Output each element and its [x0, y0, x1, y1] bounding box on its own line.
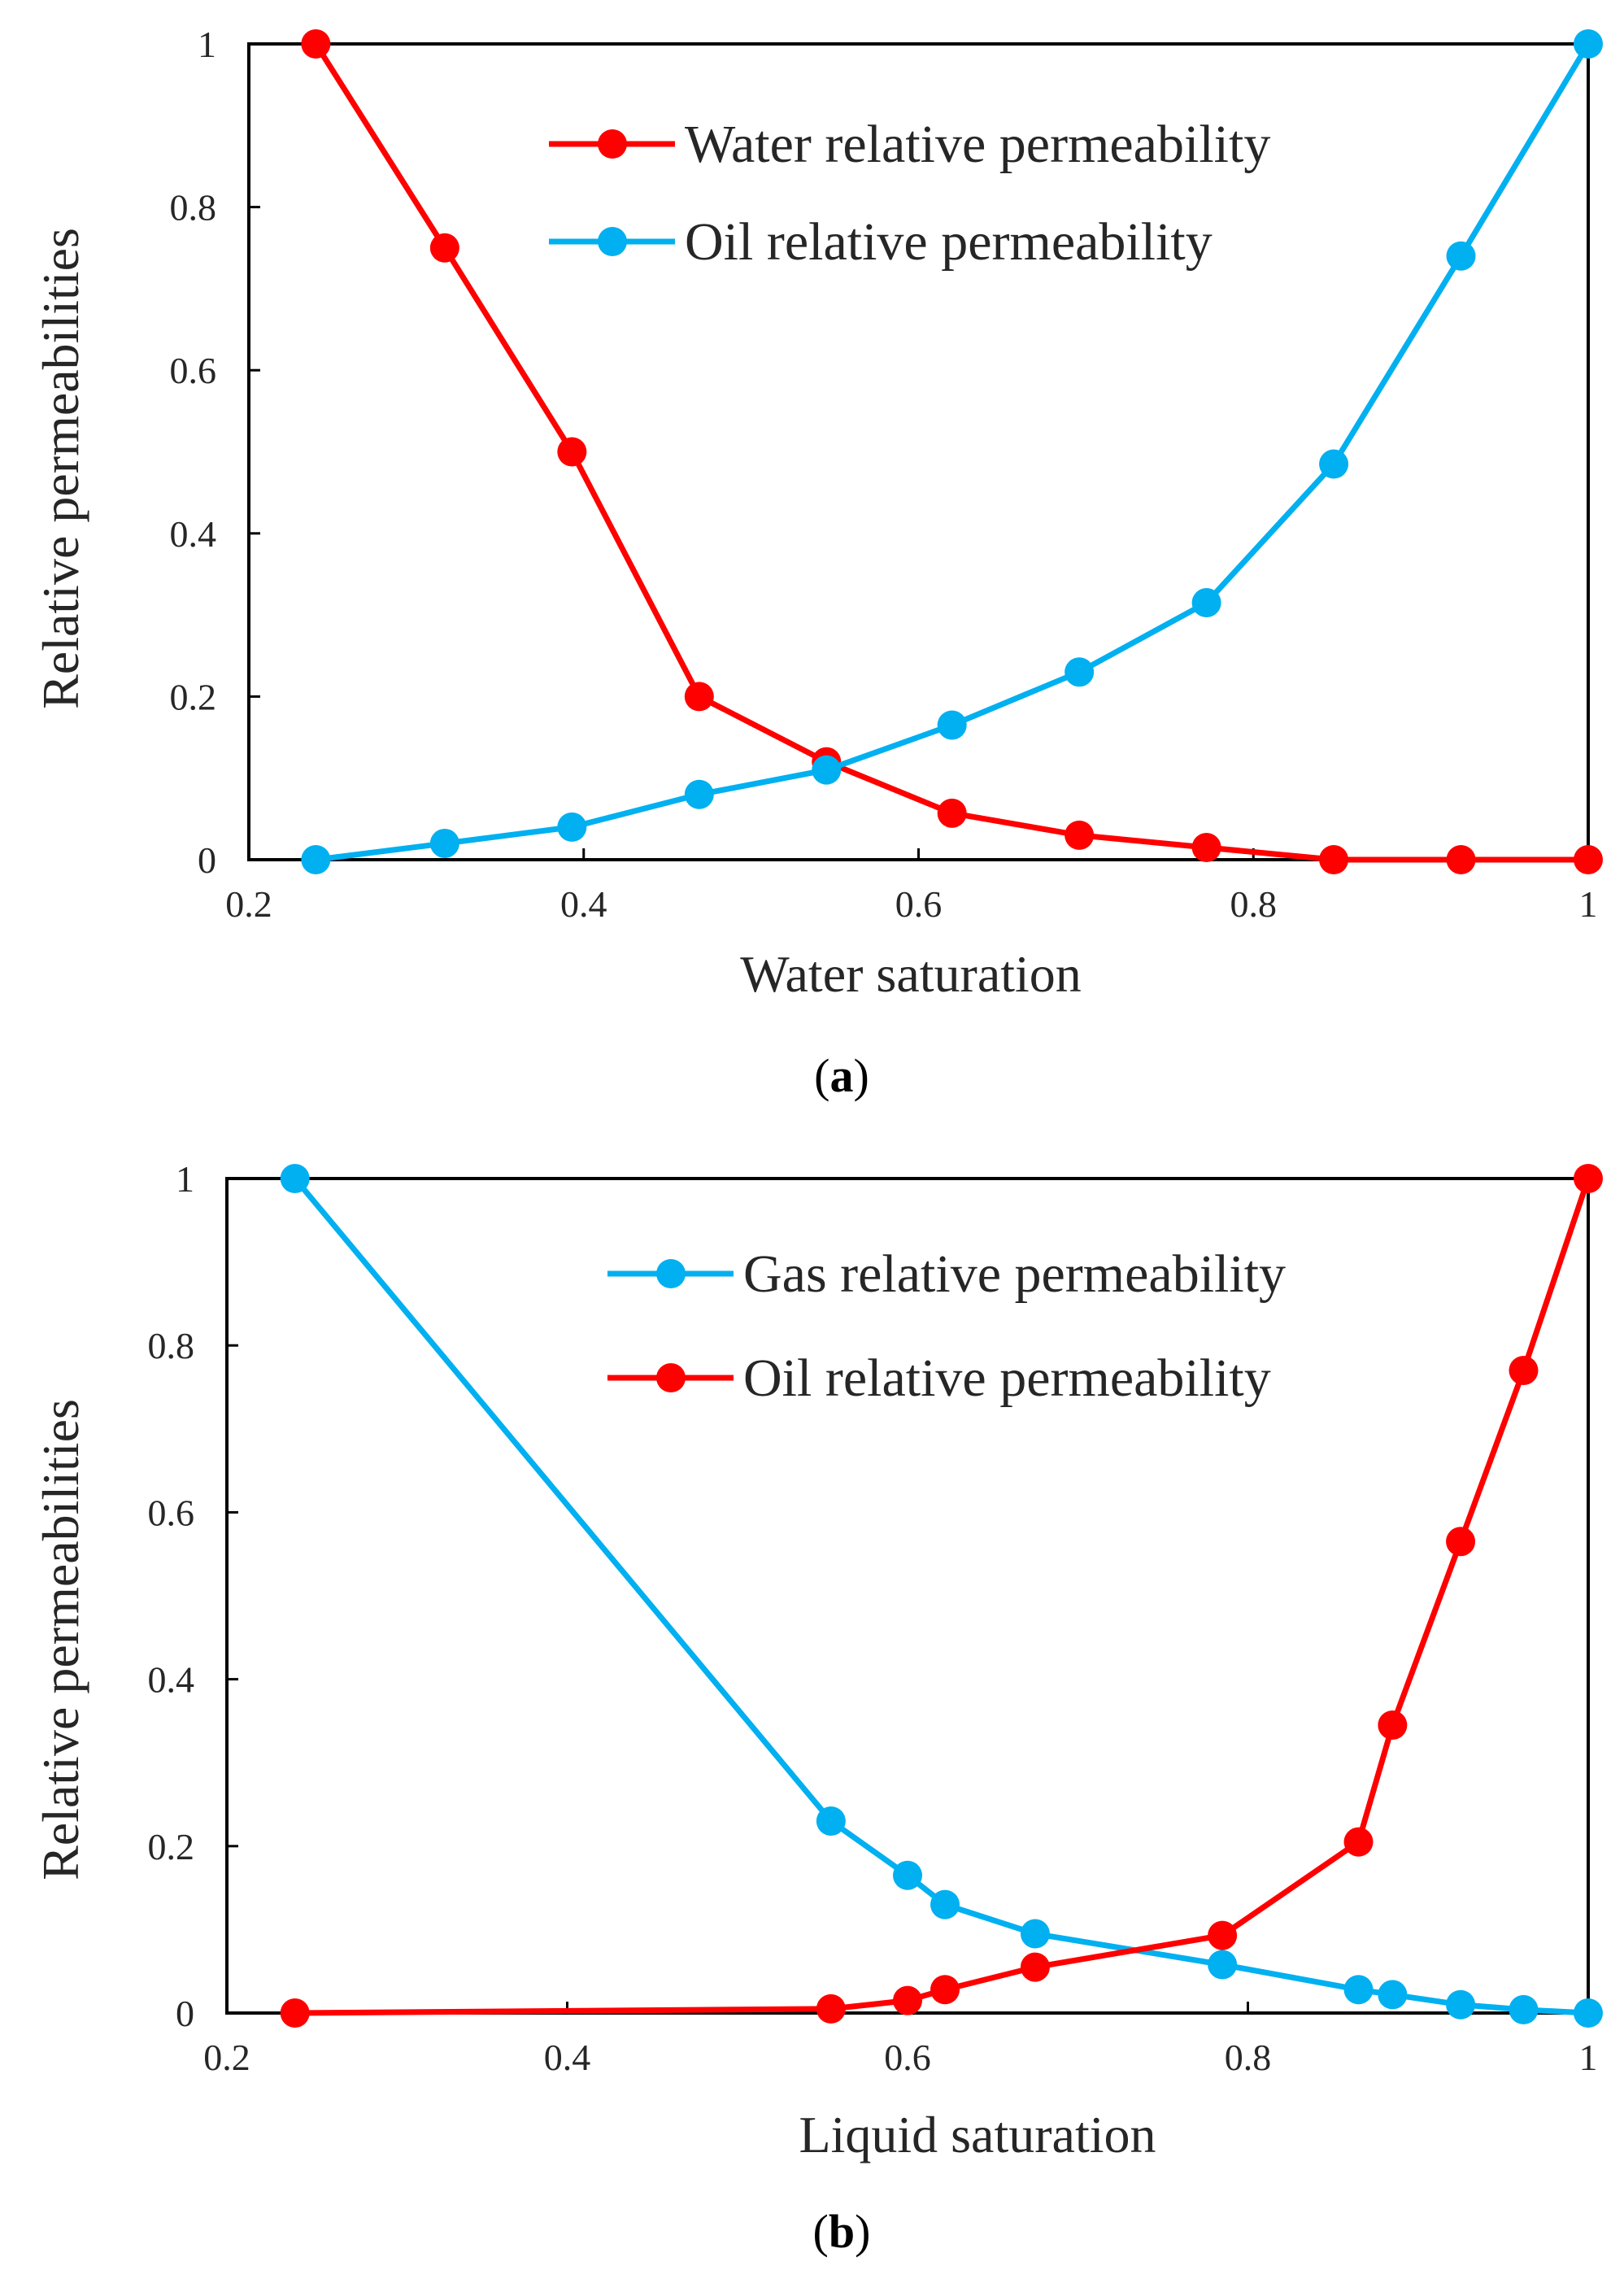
x-tick-label: 1: [1579, 883, 1598, 925]
legend-label: Oil relative permeability: [685, 212, 1213, 272]
x-tick-label: 1: [1579, 2037, 1598, 2078]
data-point: [1446, 1527, 1476, 1557]
data-point: [930, 1889, 960, 1919]
y-tick-label: 0: [176, 1993, 194, 2034]
data-point: [1208, 1920, 1238, 1950]
data-point: [1208, 1950, 1238, 1980]
data-point: [1191, 588, 1221, 618]
data-point: [1065, 820, 1095, 850]
data-point: [812, 755, 842, 785]
data-point: [1509, 1994, 1539, 2024]
legend-label: Water relative permeability: [685, 115, 1270, 174]
data-point: [429, 233, 459, 263]
data-point: [1319, 845, 1349, 874]
legend-marker: [656, 1259, 686, 1288]
series-water-relative-permeability: [301, 29, 1603, 874]
data-point: [937, 798, 967, 828]
data-point: [1343, 1975, 1374, 2005]
caption-open: (: [813, 2205, 829, 2258]
caption-letter: a: [830, 1049, 854, 1102]
legend-marker: [598, 129, 627, 159]
data-point: [1446, 241, 1476, 271]
legend-marker: [598, 227, 627, 256]
x-tick-label: 0.4: [560, 883, 607, 925]
data-point: [937, 710, 967, 740]
y-tick-label: 0.2: [170, 676, 217, 717]
x-tick-label: 0.8: [1225, 2037, 1272, 2078]
y-tick-label: 0.4: [170, 513, 217, 555]
data-point: [893, 1985, 922, 2015]
series-oil-relative-permeability: [280, 1164, 1603, 2028]
y-tick-label: 0.6: [148, 1492, 195, 1533]
caption-close: ): [855, 2205, 870, 2258]
data-point: [816, 1806, 846, 1837]
data-point: [557, 437, 587, 467]
data-point: [816, 1994, 846, 2024]
data-point: [1446, 845, 1476, 874]
data-point: [1020, 1919, 1050, 1949]
data-point: [1191, 832, 1221, 862]
data-point: [1065, 657, 1095, 687]
data-point: [893, 1860, 922, 1890]
data-point: [1574, 29, 1603, 59]
data-point: [684, 682, 714, 712]
x-tick-label: 0.8: [1230, 883, 1278, 925]
data-point: [1378, 1710, 1408, 1741]
series-oil-relative-permeability: [301, 29, 1603, 874]
data-point: [1020, 1952, 1050, 1982]
x-axis-title: Liquid saturation: [799, 2106, 1156, 2163]
data-point: [1574, 1164, 1603, 1193]
x-tick-label: 0.4: [544, 2037, 591, 2078]
y-axis-title: Relative permeabilities: [32, 228, 89, 709]
data-point: [930, 1975, 960, 2005]
x-tick-label: 0.2: [203, 2037, 250, 2078]
y-tick-label: 0: [198, 839, 216, 881]
data-point: [557, 812, 587, 842]
x-tick-label: 0.6: [895, 883, 943, 925]
x-axis-title: Water saturation: [740, 945, 1082, 1003]
data-point: [1378, 1980, 1408, 2010]
x-tick-label: 0.2: [225, 883, 272, 925]
caption-close: ): [854, 1049, 869, 1102]
data-point: [301, 29, 331, 59]
y-tick-label: 0.2: [148, 1826, 195, 1867]
data-point: [1509, 1355, 1539, 1385]
y-tick-label: 0.8: [170, 187, 217, 229]
y-tick-label: 0.8: [148, 1325, 195, 1366]
data-point: [1343, 1827, 1374, 1857]
y-tick-label: 1: [176, 1158, 194, 1200]
caption-open: (: [814, 1049, 829, 1102]
y-axis-title: Relative permeabilities: [32, 1399, 89, 1880]
legend-label: Oil relative permeability: [743, 1349, 1271, 1408]
data-point: [301, 845, 331, 874]
y-tick-label: 1: [198, 24, 216, 65]
caption: (b): [813, 2205, 871, 2258]
y-tick-label: 0.4: [148, 1659, 195, 1701]
data-point: [1446, 1989, 1476, 2020]
legend-marker: [656, 1363, 686, 1392]
data-point: [1574, 1998, 1603, 2028]
series-gas-relative-permeability: [280, 1164, 1603, 2028]
data-point: [429, 828, 459, 858]
legend-label: Gas relative permeability: [743, 1244, 1286, 1304]
data-point: [1319, 449, 1349, 479]
data-point: [280, 1998, 310, 2028]
data-point: [280, 1164, 310, 1193]
caption: (a): [814, 1049, 869, 1102]
y-tick-label: 0.6: [170, 350, 217, 391]
caption-letter: b: [829, 2205, 855, 2258]
x-tick-label: 0.6: [884, 2037, 931, 2078]
data-point: [684, 779, 714, 809]
data-point: [1574, 845, 1603, 874]
